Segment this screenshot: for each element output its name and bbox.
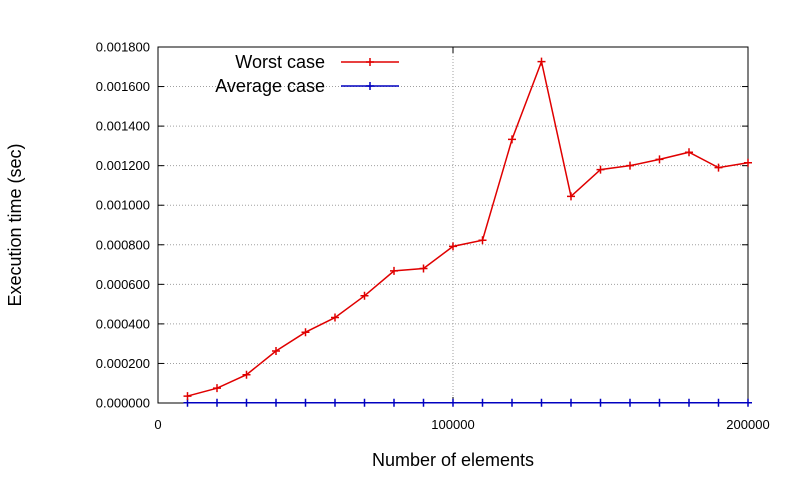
series-line-worst-case — [187, 59, 749, 397]
data-point-worst-case — [301, 328, 310, 337]
data-point-worst-case — [183, 392, 192, 401]
data-point-average-case — [419, 398, 428, 407]
y-tick-label: 0.001600 — [96, 79, 150, 94]
data-point-worst-case — [626, 161, 634, 170]
y-tick-label: 0.001400 — [96, 119, 150, 134]
data-point-average-case — [655, 398, 664, 407]
data-point-average-case — [685, 398, 693, 407]
data-point-average-case — [301, 398, 310, 407]
data-point-worst-case — [242, 370, 251, 379]
data-point-average-case — [183, 398, 192, 407]
grid-lines — [158, 47, 748, 403]
data-point-average-case — [714, 398, 723, 407]
data-point-worst-case — [655, 155, 664, 164]
data-point-worst-case — [272, 346, 280, 355]
y-tick-label: 0.000400 — [96, 316, 150, 331]
y-tick-label: 0.001800 — [96, 40, 150, 55]
legend-label-average-case: Average case — [215, 76, 325, 96]
data-point-worst-case — [567, 192, 575, 201]
data-point-average-case — [508, 398, 516, 407]
data-point-average-case — [567, 398, 575, 407]
series-group — [183, 57, 752, 407]
data-point-average-case — [213, 398, 221, 407]
legend-marker-worst-case — [366, 58, 374, 66]
legend: Worst case Average case — [215, 52, 399, 96]
y-tick-label: 0.000800 — [96, 237, 150, 252]
data-point-average-case — [360, 398, 369, 407]
y-tick-label: 0.000600 — [96, 277, 150, 292]
data-point-worst-case — [744, 158, 752, 167]
data-point-average-case — [478, 398, 487, 407]
data-point-worst-case — [213, 384, 221, 393]
data-point-average-case — [744, 398, 752, 407]
axis-ticks: 0.000000 0.000200 0.000400 0.000600 0.000800… — [96, 40, 770, 433]
data-point-worst-case — [390, 266, 398, 275]
legend-entry-average-case: Average case — [215, 76, 399, 96]
data-point-average-case — [272, 398, 280, 407]
data-point-average-case — [596, 398, 605, 407]
data-point-worst-case — [537, 57, 546, 66]
series-average-case — [183, 398, 752, 407]
data-point-worst-case — [714, 163, 723, 172]
data-point-worst-case — [360, 291, 369, 300]
data-point-worst-case — [449, 242, 457, 251]
x-tick-label: 0 — [154, 417, 161, 432]
data-point-worst-case — [685, 148, 693, 157]
y-tick-label: 0.001200 — [96, 158, 150, 173]
x-axis-label: Number of elements — [372, 450, 534, 470]
y-axis-label: Execution time (sec) — [5, 143, 25, 306]
data-point-worst-case — [596, 165, 605, 174]
data-point-worst-case — [331, 313, 339, 322]
y-tick-label: 0.000200 — [96, 356, 150, 371]
x-tick-label: 200000 — [726, 417, 769, 432]
data-point-worst-case — [478, 236, 487, 245]
series-worst-case — [183, 57, 752, 401]
data-point-average-case — [537, 398, 546, 407]
y-tick-label: 0.000000 — [96, 396, 150, 411]
legend-marker-average-case — [366, 82, 374, 90]
data-point-average-case — [449, 398, 457, 407]
legend-label-worst-case: Worst case — [235, 52, 325, 72]
data-point-worst-case — [508, 135, 516, 144]
data-point-average-case — [242, 398, 251, 407]
data-point-average-case — [331, 398, 339, 407]
legend-entry-worst-case: Worst case — [235, 52, 399, 72]
data-point-worst-case — [419, 264, 428, 273]
data-point-average-case — [390, 398, 398, 407]
y-tick-label: 0.001000 — [96, 198, 150, 213]
data-point-average-case — [626, 398, 634, 407]
x-tick-label: 100000 — [431, 417, 474, 432]
